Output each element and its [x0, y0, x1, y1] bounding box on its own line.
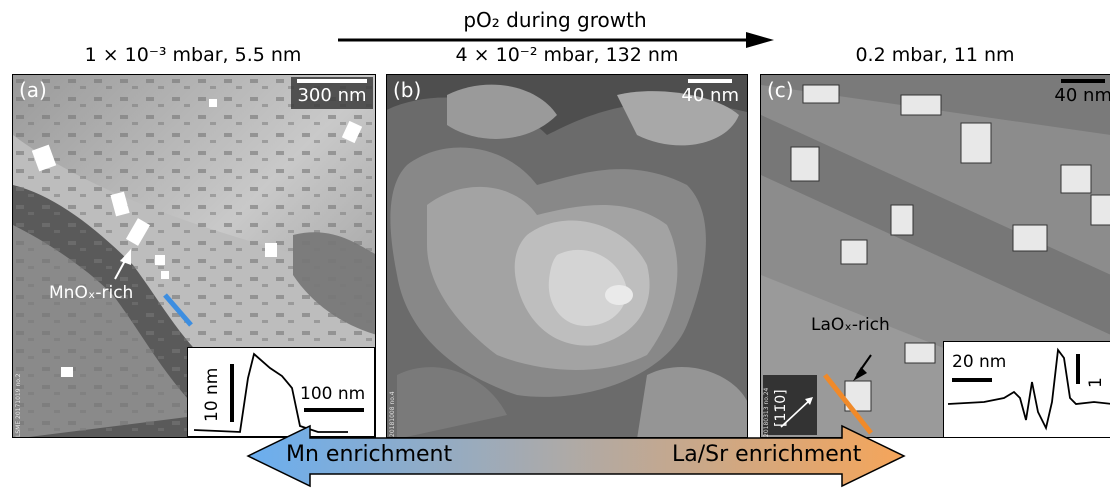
- mnox-annotation: MnOₓ-rich: [49, 283, 134, 303]
- condition-label-a: 1 × 10⁻³ mbar, 5.5 nm: [84, 44, 302, 66]
- panel-a-inset-ylabel: 10 nm: [202, 367, 222, 422]
- panel-b-label: (b): [393, 78, 422, 102]
- panel-b-scale-label: 40 nm: [681, 85, 739, 106]
- panel-a-scale-label: 300 nm: [297, 85, 367, 106]
- laox-annotation: LaOₓ-rich: [811, 315, 890, 335]
- panel-c: (c) 40 nm LaOₓ-rich [11̄0] 20180313 no.2…: [760, 74, 1110, 438]
- panel-c-profile: [947, 347, 1110, 431]
- direction-arrow: [780, 397, 813, 428]
- la-enrichment-label: La/Sr enrichment: [672, 442, 862, 467]
- panel-b: (b) 40 nm 20181008 no.4: [386, 74, 748, 438]
- panel-c-scale: 40 nm: [1048, 77, 1110, 109]
- growth-arrow: [338, 32, 774, 48]
- panel-a-label: (a): [19, 78, 47, 102]
- panel-b-scale-bar: [688, 79, 733, 83]
- panel-c-profile-inset: 20 nm 1 nm: [943, 341, 1110, 437]
- panel-b-scale: 40 nm: [675, 77, 745, 109]
- condition-label-c: 0.2 mbar, 11 nm: [855, 44, 1015, 66]
- enrichment-arrow: [246, 424, 906, 488]
- stm-image-b: [387, 75, 747, 437]
- la-profile-line: [823, 373, 873, 435]
- condition-label-b: 4 × 10⁻² mbar, 132 nm: [455, 44, 679, 66]
- panel-c-label: (c): [767, 78, 794, 102]
- stm-image-c: [761, 75, 1110, 437]
- panel-a-scale: 300 nm: [291, 77, 373, 109]
- direction-box: [11̄0]: [763, 375, 817, 435]
- panel-c-inset-xlabel: 20 nm: [952, 352, 1007, 372]
- panel-c-scale-label: 40 nm: [1054, 85, 1110, 106]
- panel-a-sample-id: LSME 20171019 no.2: [15, 373, 22, 437]
- mn-profile-line: [163, 293, 193, 327]
- growth-label-text: pO₂ during growth: [463, 8, 647, 32]
- panel-a: (a) 300 nm MnOₓ-rich LSME 20171019 no.2 …: [12, 74, 376, 438]
- growth-label: pO₂ during growth: [340, 8, 770, 32]
- panel-c-inset-ylabel: 1 nm: [1086, 360, 1110, 388]
- panel-c-scale-bar: [1061, 79, 1106, 83]
- panel-a-inset-xlabel: 100 nm: [300, 384, 366, 404]
- panel-a-scale-bar: [297, 79, 367, 83]
- mn-enrichment-label: Mn enrichment: [286, 442, 453, 467]
